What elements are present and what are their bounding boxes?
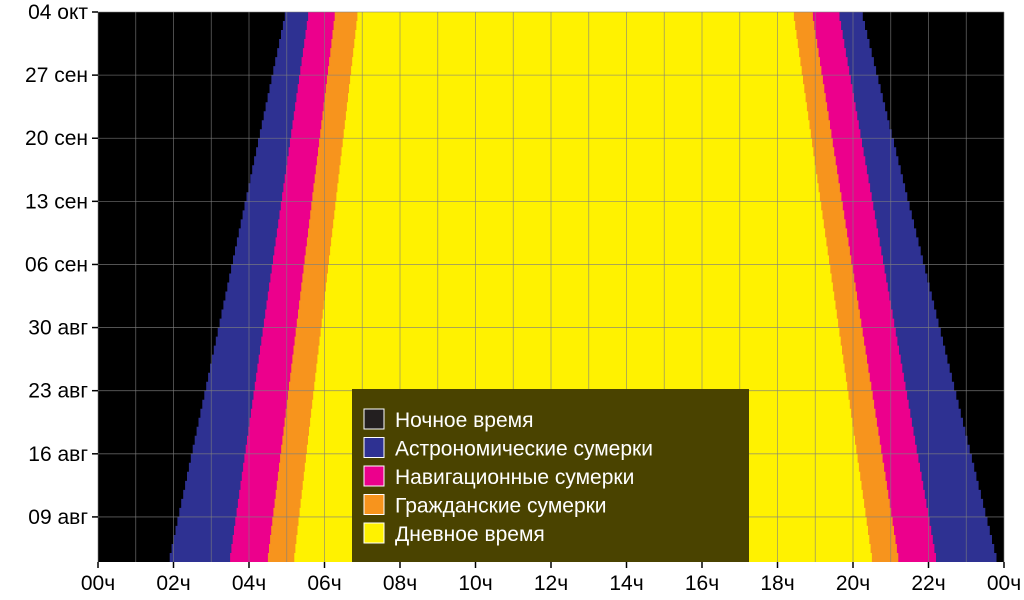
legend-background — [352, 389, 749, 562]
y-tick-label: 30 авг — [28, 317, 88, 340]
x-tick-label: 14ч — [609, 572, 643, 595]
legend-label: Астрономические сумерки — [395, 438, 653, 461]
x-tick-label: 22ч — [911, 572, 945, 595]
x-tick-label: 02ч — [156, 572, 190, 595]
x-tick-label: 16ч — [685, 572, 719, 595]
x-tick-label: 18ч — [760, 572, 794, 595]
x-tick-label: 00ч — [987, 572, 1021, 595]
x-tick-label: 12ч — [534, 572, 568, 595]
legend-swatch — [363, 437, 385, 458]
legend-swatch — [363, 522, 385, 544]
y-tick-label: 27 сен — [25, 64, 88, 87]
y-tick-label: 20 сен — [25, 127, 88, 150]
legend: Ночное время Астрономические сумерки Навиг… — [352, 389, 749, 562]
y-axis: 09 авг 16 авг 23 авг 30 авг 06 сен 13 сен 20 с… — [25, 1, 98, 529]
y-tick-label: 16 авг — [28, 443, 88, 466]
legend-swatch — [363, 494, 385, 515]
legend-swatch — [363, 408, 385, 430]
legend-label: Навигационные сумерки — [395, 466, 634, 489]
x-tick-label: 20ч — [836, 572, 870, 595]
x-tick-label: 00ч — [81, 572, 115, 595]
x-axis: 00ч 02ч 04ч 06ч 08ч 10ч 12ч 14ч 16ч 18ч 20ч 22ч 00ч — [81, 562, 1021, 595]
x-tick-label: 06ч — [307, 572, 341, 595]
legend-label: Дневное время — [395, 523, 545, 546]
legend-swatch — [363, 465, 385, 487]
x-tick-label: 10ч — [458, 572, 492, 595]
y-tick-label: 09 авг — [28, 506, 88, 529]
x-tick-label: 08ч — [383, 572, 417, 595]
x-tick-label: 04ч — [232, 572, 266, 595]
legend-label: Ночное время — [395, 409, 533, 432]
y-tick-label: 04 окт — [28, 1, 88, 24]
y-tick-label: 13 сен — [25, 190, 88, 213]
legend-label: Гражданские сумерки — [395, 495, 607, 518]
y-tick-label: 23 авг — [28, 380, 88, 403]
y-tick-label: 06 сен — [25, 253, 88, 276]
